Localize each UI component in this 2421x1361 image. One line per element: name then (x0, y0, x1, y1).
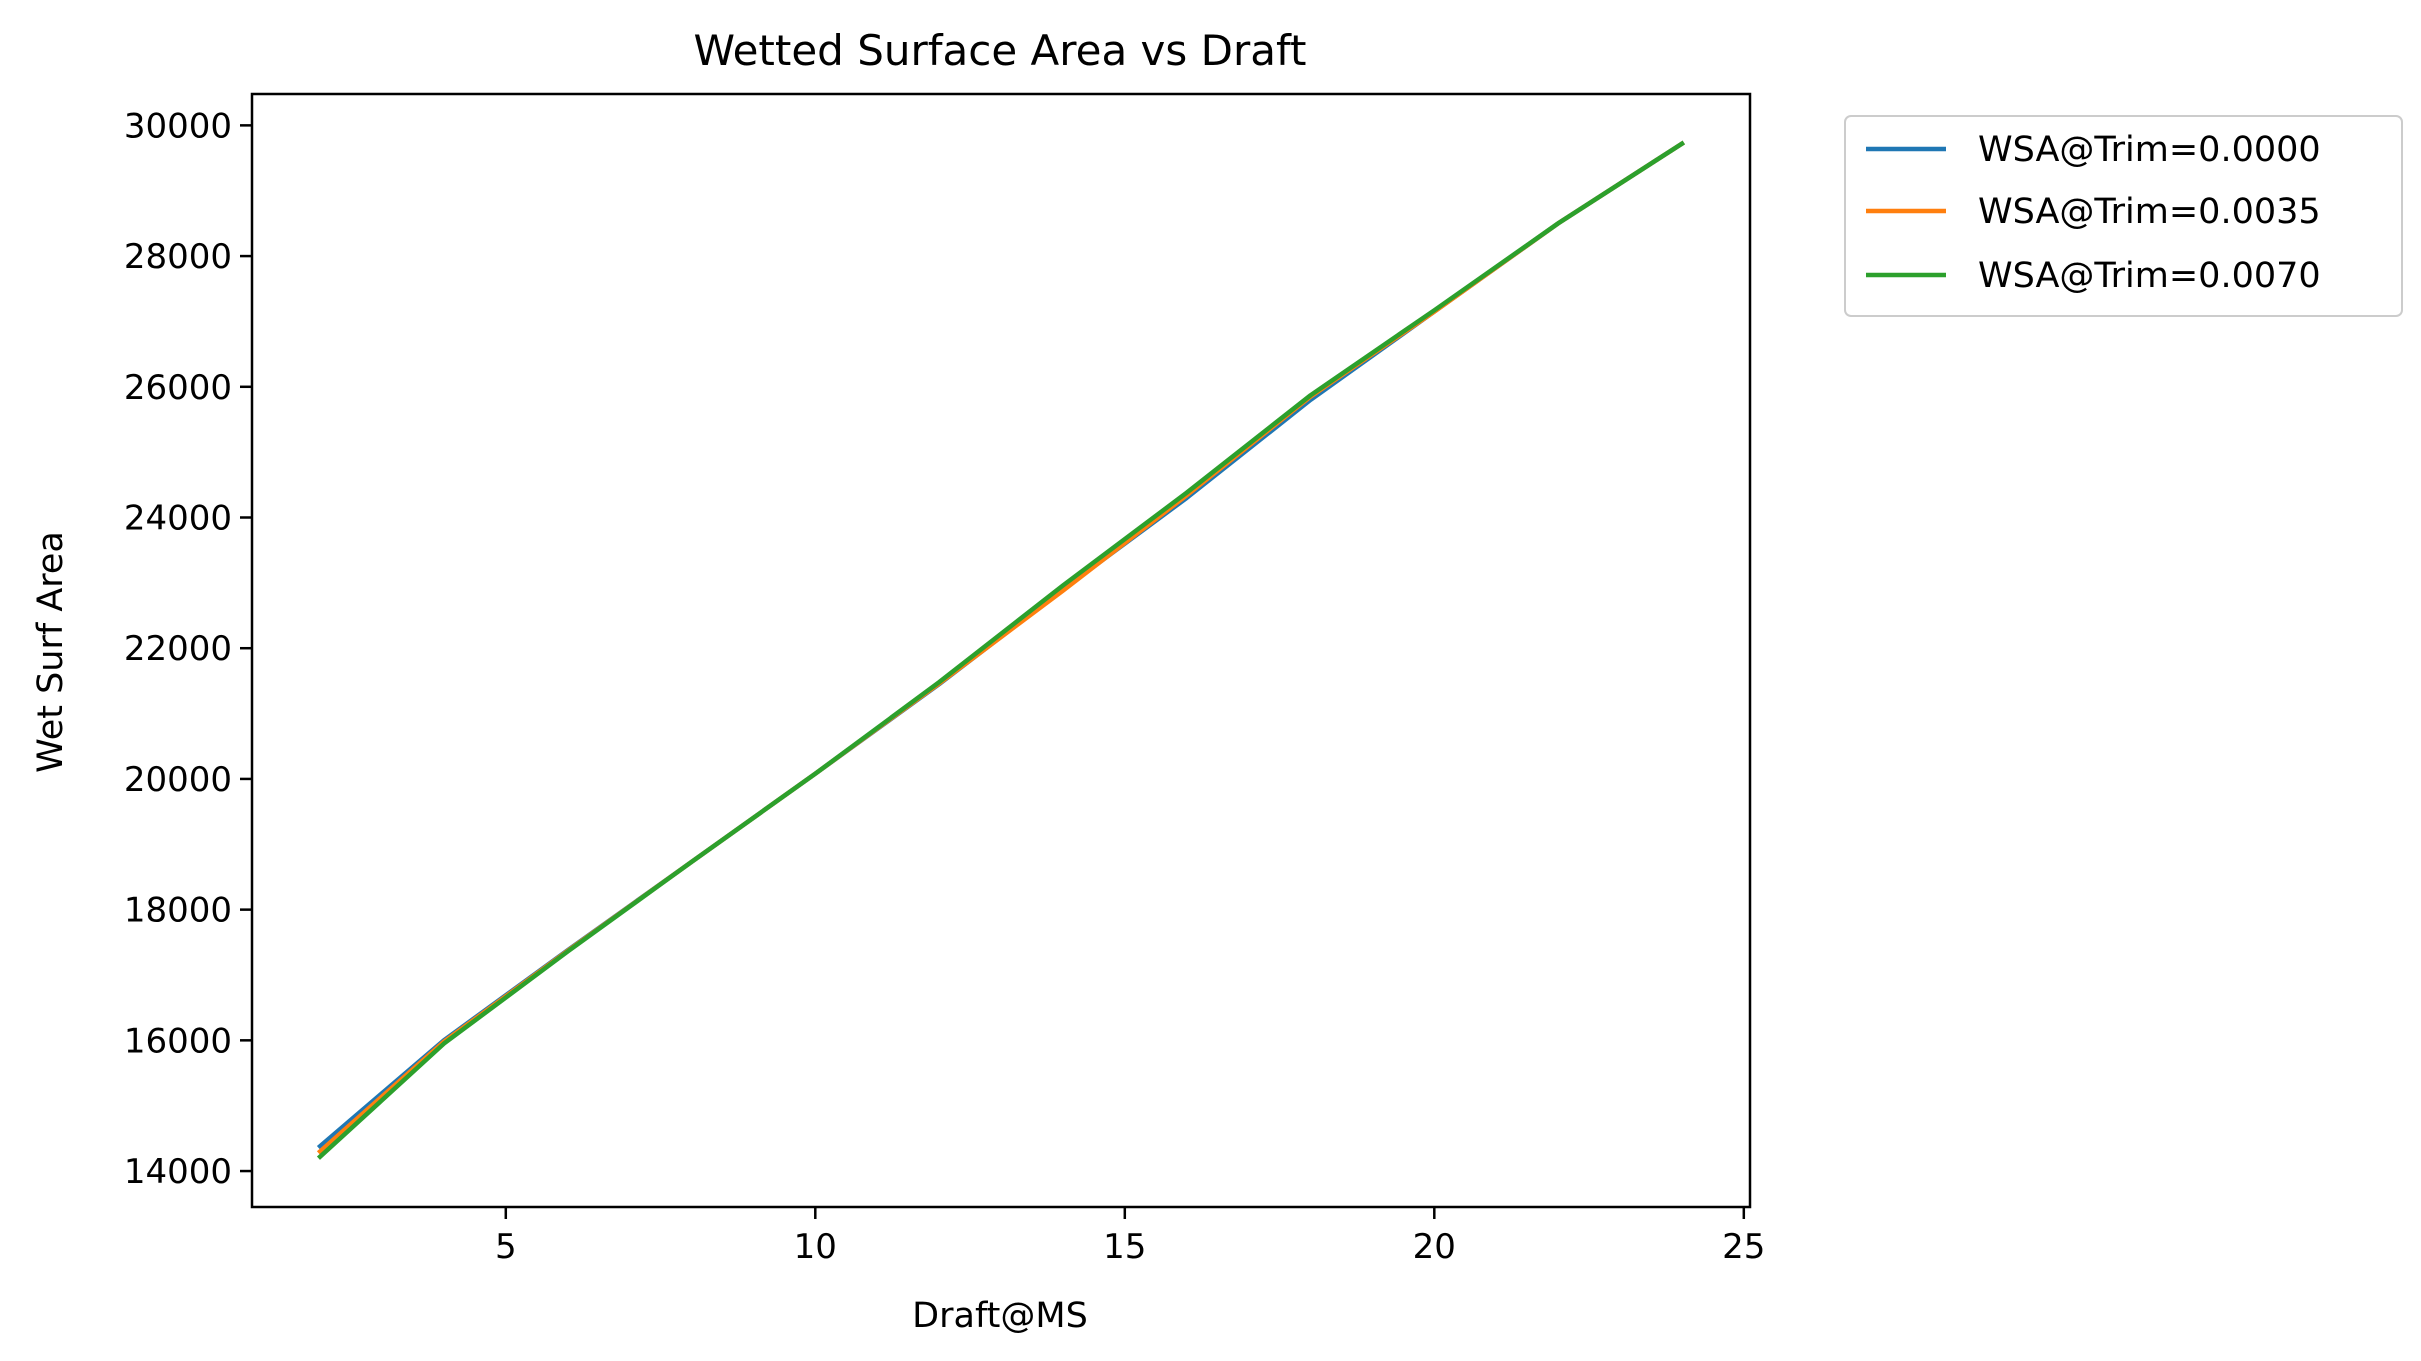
legend-frame (1844, 115, 2403, 317)
chart-title: Wetted Surface Area vs Draft (694, 26, 1307, 75)
legend-label-trim-0035: WSA@Trim=0.0035 (1978, 192, 2321, 232)
x-tick-label: 5 (495, 1227, 517, 1267)
y-axis-label: Wet Surf Area (31, 531, 71, 773)
y-tick-label: 24000 (124, 499, 232, 539)
x-axis: 5 10 15 20 25 (495, 1207, 1765, 1267)
plot-frame (250, 92, 1752, 1209)
series-line-wsa-trim-0-0070 (316, 140, 1686, 1160)
x-axis-label: Draft@MS (912, 1296, 1088, 1336)
legend-label-trim-0000: WSA@Trim=0.0000 (1978, 130, 2321, 170)
x-tick-label: 10 (794, 1227, 837, 1267)
y-tick-label: 14000 (124, 1152, 232, 1192)
y-tick-label: 18000 (124, 891, 232, 931)
x-tick-label: 20 (1413, 1227, 1456, 1267)
x-tick-label: 25 (1722, 1227, 1765, 1267)
x-tick-label: 15 (1103, 1227, 1146, 1267)
y-tick-label: 20000 (124, 760, 232, 800)
y-tick-label: 22000 (124, 629, 232, 669)
y-tick-label: 30000 (124, 106, 232, 146)
y-axis: 14000 16000 18000 20000 22000 24000 26000 28000… (124, 106, 252, 1192)
plot-area (250, 92, 1752, 1209)
legend: WSA@Trim=0.0000 WSA@Trim=0.0035 WSA@Trim… (1844, 115, 2403, 317)
y-tick-label: 28000 (124, 237, 232, 277)
legend-label-trim-0070: WSA@Trim=0.0070 (1978, 256, 2321, 296)
y-tick-label: 26000 (124, 368, 232, 408)
y-tick-label: 16000 (124, 1021, 232, 1061)
series-layer (316, 140, 1686, 1160)
